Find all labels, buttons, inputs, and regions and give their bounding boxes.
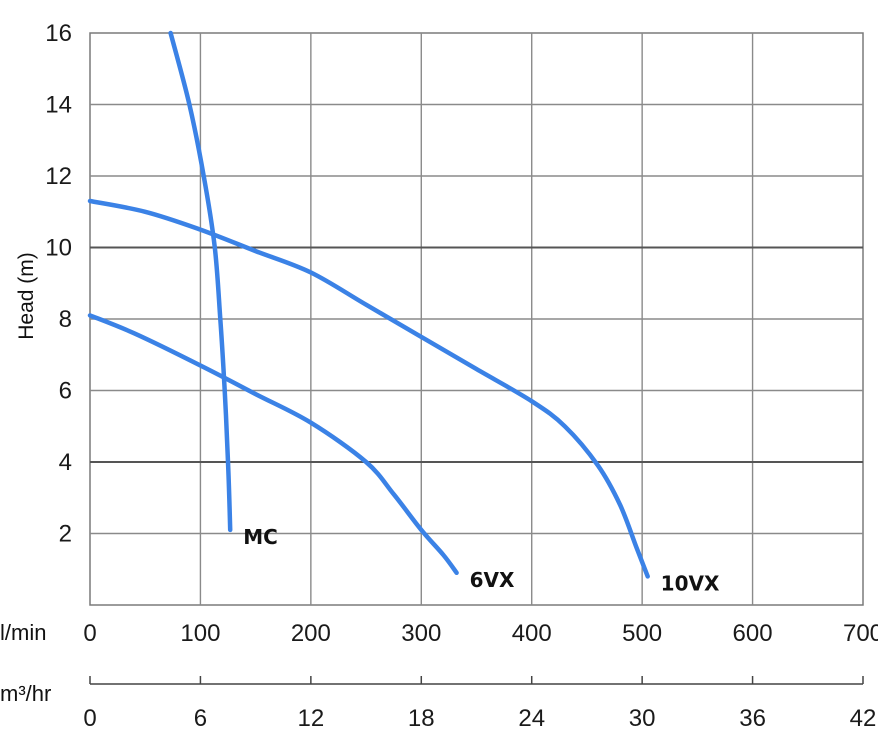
x-tick-label: 600	[733, 620, 773, 647]
x2-tick-label: 24	[518, 705, 545, 732]
x-axis-unit-label: l/min	[0, 620, 46, 645]
x2-axis-unit-label: m³/hr	[0, 681, 51, 706]
x-tick-label: 700	[843, 620, 878, 647]
x-tick-label: 0	[83, 620, 96, 647]
y-tick-label: 6	[59, 378, 72, 405]
x2-tick-label: 30	[629, 705, 656, 732]
y-tick-label: 12	[45, 163, 72, 190]
series-labels: MC 6VX 10VX	[243, 525, 720, 595]
x-tick-label: 300	[401, 620, 441, 647]
y-tick-label: 14	[45, 92, 72, 119]
x-tick-label: 500	[622, 620, 662, 647]
y-tick-labels: 2 4 6 8 10 12 14 16	[45, 20, 72, 548]
series-label-6vx: 6VX	[470, 568, 515, 592]
x2-tick-label: 18	[408, 705, 435, 732]
curve-mc	[168, 30, 233, 533]
x2-tick-label: 0	[83, 705, 96, 732]
pump-curves	[87, 30, 650, 579]
y-axis-title: Head (m)	[15, 252, 38, 340]
y-tick-label: 2	[59, 521, 72, 548]
series-label-10vx: 10VX	[661, 571, 720, 595]
x-tick-label: 400	[512, 620, 552, 647]
y-tick-label: 4	[59, 449, 72, 476]
x2-tick-label: 36	[739, 705, 766, 732]
curve-10vx	[87, 198, 650, 579]
y-tick-label: 16	[45, 20, 72, 47]
grid	[89, 32, 864, 606]
x2-tick-label: 12	[298, 705, 325, 732]
x-tick-label: 200	[291, 620, 331, 647]
x-tick-labels: 0 100 200 300 400 500 600 700	[83, 620, 878, 647]
secondary-x-axis: 0 6 12 18 24 30 36 42	[83, 676, 876, 732]
x2-tick-label: 42	[850, 705, 877, 732]
y-tick-label: 8	[59, 306, 72, 333]
x-tick-label: 100	[180, 620, 220, 647]
x2-tick-label: 6	[194, 705, 207, 732]
series-label-mc: MC	[243, 525, 278, 549]
y-tick-label: 10	[45, 235, 72, 262]
curve-6vx	[87, 313, 459, 576]
